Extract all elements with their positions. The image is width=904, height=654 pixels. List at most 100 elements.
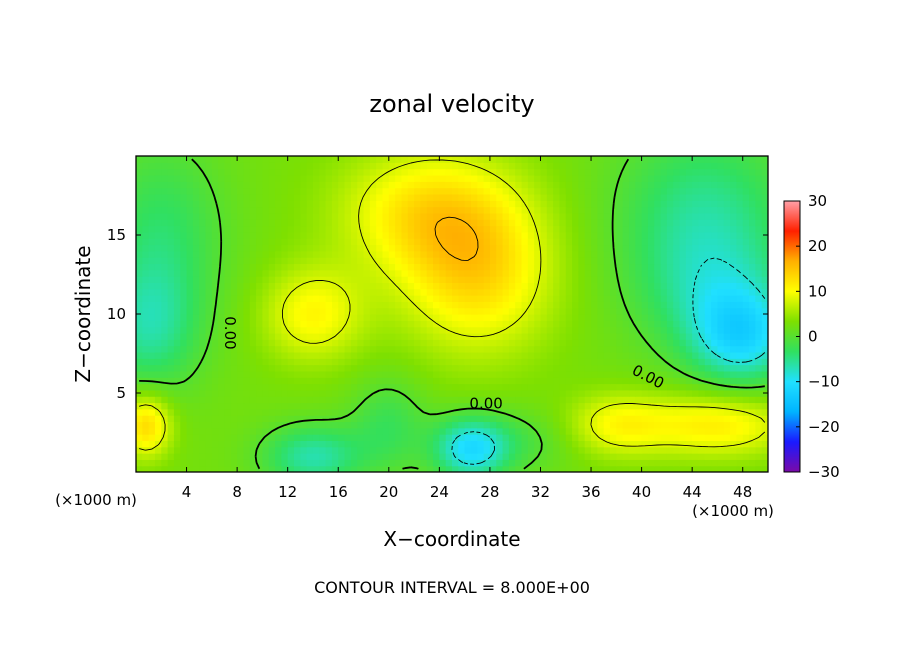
- heatmap-cell: [666, 212, 674, 220]
- heatmap-cell: [382, 440, 390, 448]
- heatmap-cell: [578, 162, 586, 170]
- heatmap-cell: [230, 174, 238, 182]
- heatmap-cell: [584, 389, 592, 397]
- heatmap-cell: [433, 358, 440, 366]
- heatmap-cell: [502, 269, 510, 277]
- heatmap-cell: [704, 231, 712, 239]
- heatmap-cell: [742, 396, 750, 404]
- heatmap-cell: [527, 187, 535, 195]
- heatmap-cell: [275, 358, 282, 366]
- heatmap-cell: [597, 339, 605, 347]
- heatmap-cell: [534, 402, 542, 410]
- heatmap-cell: [262, 187, 270, 195]
- heatmap-cell: [673, 156, 681, 163]
- heatmap-cell: [635, 402, 643, 410]
- heatmap-cell: [761, 301, 768, 309]
- heatmap-cell: [205, 295, 213, 302]
- heatmap-cell: [711, 453, 719, 460]
- heatmap-cell: [553, 212, 561, 220]
- heatmap-cell: [325, 168, 333, 176]
- heatmap-cell: [641, 231, 649, 239]
- heatmap-cell: [294, 257, 301, 265]
- heatmap-cell: [698, 206, 706, 214]
- heatmap-cell: [553, 250, 561, 258]
- heatmap-cell: [388, 465, 396, 472]
- heatmap-cell: [723, 295, 731, 302]
- heatmap-cell: [622, 453, 630, 460]
- heatmap-cell: [502, 465, 510, 472]
- heatmap-cell: [224, 295, 232, 302]
- heatmap-cell: [730, 440, 737, 448]
- heatmap-cell: [312, 269, 320, 277]
- heatmap-cell: [730, 377, 737, 385]
- heatmap-cell: [464, 225, 472, 233]
- heatmap-cell: [496, 314, 504, 321]
- heatmap-cell: [647, 453, 655, 460]
- heatmap-cell: [167, 206, 175, 214]
- heatmap-cell: [287, 200, 295, 208]
- heatmap-cell: [540, 276, 548, 283]
- heatmap-cell: [647, 415, 655, 423]
- heatmap-cell: [730, 408, 737, 416]
- heatmap-cell: [376, 212, 384, 220]
- heatmap-cell: [736, 282, 744, 290]
- heatmap-cell: [546, 206, 554, 214]
- heatmap-cell: [559, 301, 567, 309]
- heatmap-cell: [173, 351, 181, 359]
- heatmap-cell: [388, 320, 396, 328]
- heatmap-cell: [312, 339, 320, 347]
- heatmap-cell: [306, 427, 314, 435]
- heatmap-cell: [363, 162, 371, 170]
- heatmap-cell: [458, 358, 466, 366]
- heatmap-cell: [249, 351, 257, 359]
- heatmap-cell: [218, 219, 226, 227]
- heatmap-cell: [483, 326, 491, 334]
- heatmap-cell: [534, 301, 542, 309]
- heatmap-cell: [205, 301, 213, 309]
- heatmap-cell: [616, 301, 624, 309]
- heatmap-cell: [704, 465, 712, 472]
- heatmap-cell: [742, 250, 750, 258]
- heatmap-cell: [218, 156, 226, 163]
- heatmap-cell: [717, 459, 725, 467]
- heatmap-cell: [300, 263, 308, 271]
- heatmap-cell: [262, 427, 270, 435]
- heatmap-cell: [616, 427, 624, 435]
- heatmap-cell: [458, 320, 466, 328]
- heatmap-cell: [338, 465, 346, 472]
- heatmap-cell: [540, 200, 548, 208]
- heatmap-cell: [622, 212, 630, 220]
- heatmap-cell: [363, 212, 371, 220]
- heatmap-cell: [268, 415, 276, 423]
- heatmap-cell: [546, 408, 554, 416]
- heatmap-cell: [205, 383, 213, 391]
- heatmap-cell: [736, 351, 744, 359]
- heatmap-cell: [445, 389, 453, 397]
- heatmap-cell: [148, 301, 156, 309]
- heatmap-cell: [755, 263, 763, 271]
- heatmap-cell: [553, 174, 561, 182]
- heatmap-cell: [382, 244, 390, 252]
- heatmap-cell: [211, 156, 219, 163]
- heatmap-cell: [616, 257, 624, 265]
- heatmap-cell: [622, 244, 630, 252]
- heatmap-cell: [673, 231, 681, 239]
- heatmap-cell: [161, 364, 169, 372]
- heatmap-cell: [148, 326, 156, 334]
- heatmap-cell: [256, 231, 263, 239]
- heatmap-cell: [654, 440, 662, 448]
- heatmap-cell: [489, 465, 497, 472]
- heatmap-cell: [249, 314, 257, 321]
- heatmap-cell: [660, 465, 668, 472]
- heatmap-cell: [249, 345, 257, 353]
- heatmap-cell: [616, 339, 624, 347]
- heatmap-cell: [641, 389, 649, 397]
- heatmap-cell: [376, 162, 384, 170]
- heatmap-cell: [553, 238, 561, 246]
- heatmap-cell: [306, 358, 314, 366]
- heatmap-cell: [167, 421, 175, 429]
- heatmap-cell: [679, 156, 687, 163]
- heatmap-cell: [287, 358, 295, 366]
- heatmap-cell: [489, 402, 497, 410]
- heatmap-cell: [761, 408, 768, 416]
